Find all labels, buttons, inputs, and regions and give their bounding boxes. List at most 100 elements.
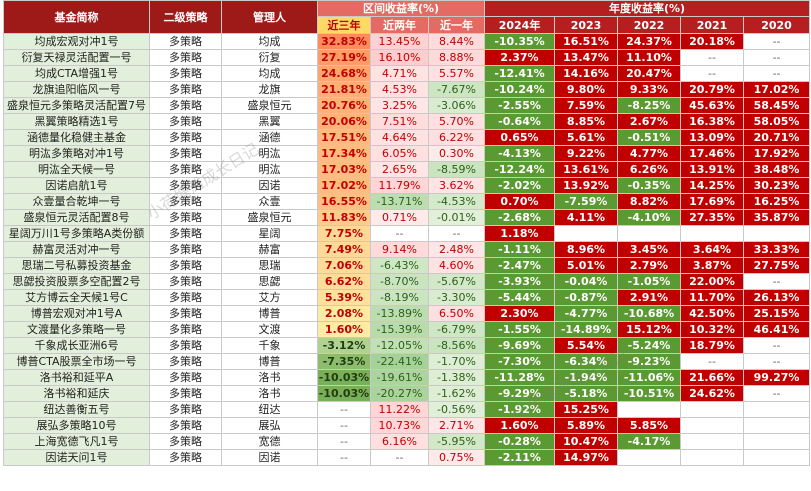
cell-name: 艾方博云全天候1号C — [3, 289, 150, 306]
cell-y23: 13.61% — [554, 161, 619, 178]
cell-r2: -22.41% — [370, 353, 429, 370]
cell-r1: -1.70% — [427, 353, 486, 370]
cell-manager: 纽达 — [221, 401, 318, 418]
cell-r2: 0.71% — [370, 209, 429, 226]
cell-y21 — [680, 417, 745, 434]
cell-y23: -14.89% — [554, 321, 619, 338]
header-fund-name: 基金简称 — [3, 0, 150, 34]
header-manager: 管理人 — [221, 0, 318, 34]
cell-y21: 27.35% — [680, 209, 745, 226]
cell-name: 思勰投资股票多空配置2号 — [3, 273, 150, 290]
cell-y24: -0.28% — [484, 433, 556, 450]
cell-r3: 20.06% — [317, 113, 371, 130]
cell-strategy: 多策略 — [149, 305, 222, 322]
table-row: 盛泉恒元灵活配置8号 多策略 盛泉恒元 11.83% 0.71% -0.01% -2.68%… — [3, 209, 811, 226]
cell-r1: 3.62% — [427, 177, 486, 194]
cell-manager: 洛书 — [221, 385, 318, 402]
cell-manager: 明汯 — [221, 145, 318, 162]
cell-r3: 1.60% — [317, 321, 371, 338]
cell-r2: 2.65% — [370, 161, 429, 178]
cell-y21: -- — [680, 65, 745, 82]
cell-y24: -2.68% — [484, 209, 556, 226]
cell-strategy: 多策略 — [149, 449, 222, 466]
cell-y23: 4.11% — [554, 209, 619, 226]
cell-name: 因诺天问1号 — [3, 449, 150, 466]
cell-y20 — [743, 433, 811, 450]
header-region-group: 区间收益率(%) — [316, 0, 486, 17]
cell-y23: -5.18% — [554, 385, 619, 402]
cell-y23: 8.85% — [554, 113, 619, 130]
cell-name: 纽达善衡五号 — [3, 401, 150, 418]
cell-manager: 盛泉恒元 — [221, 97, 318, 114]
table-row: 文渡量化多策略一号 多策略 文渡 1.60% -15.39% -6.79% -1.55% -1… — [3, 321, 811, 338]
table-row: 赫富灵活对冲一号 多策略 赫富 7.49% 9.14% 2.48% -1.11% 8.96% 3… — [3, 241, 811, 258]
cell-y24: -2.02% — [484, 177, 556, 194]
cell-r1: -7.67% — [427, 81, 486, 98]
cell-y22: 3.45% — [617, 241, 682, 258]
table-row: 艾方博云全天候1号C 多策略 艾方 5.39% -8.19% -3.30% -5.44% -0… — [3, 289, 811, 306]
cell-r2: 6.05% — [370, 145, 429, 162]
cell-r1: -6.79% — [427, 321, 486, 338]
cell-manager: 思勰 — [221, 273, 318, 290]
cell-y20: 26.13% — [743, 289, 811, 306]
cell-r2: -13.71% — [370, 193, 429, 210]
cell-y22: -0.35% — [617, 177, 682, 194]
cell-strategy: 多策略 — [149, 241, 222, 258]
table-row: 龙旗追阳临风一号 多策略 龙旗 21.81% 4.53% -7.67% -10.24% 9.8… — [3, 81, 811, 98]
cell-r2: 11.22% — [370, 401, 429, 418]
cell-name: 博普CTA股票全市场一号 — [3, 353, 150, 370]
cell-y20: 33.33% — [743, 241, 811, 258]
cell-y23: 14.97% — [554, 449, 619, 466]
cell-y24: -2.47% — [484, 257, 556, 274]
cell-y22: -5.24% — [617, 337, 682, 354]
cell-manager: 均成 — [221, 65, 318, 82]
cell-strategy: 多策略 — [149, 49, 222, 66]
cell-name: 因诺启航1号 — [3, 177, 150, 194]
cell-y20: 17.92% — [743, 145, 811, 162]
cell-name: 赫富灵活对冲一号 — [3, 241, 150, 258]
cell-y23: 5.89% — [554, 417, 619, 434]
cell-strategy: 多策略 — [149, 289, 222, 306]
cell-y23: 14.16% — [554, 65, 619, 82]
cell-y20: 30.23% — [743, 177, 811, 194]
cell-y23: -1.94% — [554, 369, 619, 386]
cell-manager: 宽德 — [221, 433, 318, 450]
cell-r1: -3.06% — [427, 97, 486, 114]
cell-r3: -3.12% — [317, 337, 371, 354]
cell-y21: -- — [680, 353, 745, 370]
cell-y20 — [743, 225, 811, 242]
cell-r3: -10.03% — [317, 369, 371, 386]
cell-name: 涵德量化稳健主基金 — [3, 129, 150, 146]
cell-r2: 9.14% — [370, 241, 429, 258]
cell-name: 博普宏观对冲1号A — [3, 305, 150, 322]
cell-y22: -4.10% — [617, 209, 682, 226]
cell-r3: 7.49% — [317, 241, 371, 258]
cell-r2: 7.51% — [370, 113, 429, 130]
cell-y21: 13.09% — [680, 129, 745, 146]
cell-y21: 11.70% — [680, 289, 745, 306]
cell-y20 — [743, 401, 811, 418]
table-body: 均成宏观对冲1号 多策略 均成 32.83% 13.45% 8.44% -10.35% 16.… — [3, 33, 811, 466]
cell-y20: -- — [743, 353, 811, 370]
table-row: 涵德量化稳健主基金 多策略 涵德 17.51% 4.64% 6.22% 0.65% 5.61%… — [3, 129, 811, 146]
cell-strategy: 多策略 — [149, 33, 222, 50]
cell-y24: -12.24% — [484, 161, 556, 178]
cell-r2: -19.61% — [370, 369, 429, 386]
table-row: 洛书裕和延庆 多策略 洛书 -10.03% -20.27% -1.62% -9.29% -5.… — [3, 385, 811, 402]
cell-y22: 2.67% — [617, 113, 682, 130]
cell-r2: -8.70% — [370, 273, 429, 290]
cell-y23: -4.77% — [554, 305, 619, 322]
cell-y24: -12.41% — [484, 65, 556, 82]
cell-strategy: 多策略 — [149, 369, 222, 386]
cell-y22: -10.68% — [617, 305, 682, 322]
cell-manager: 艾方 — [221, 289, 318, 306]
cell-name: 上海宽德飞凡1号 — [3, 433, 150, 450]
header-year-group: 年度收益率(%) — [484, 0, 811, 17]
cell-r2: 3.25% — [370, 97, 429, 114]
cell-r3: -- — [317, 449, 371, 466]
cell-r2: -13.89% — [370, 305, 429, 322]
cell-name: 明汯全天候一号 — [3, 161, 150, 178]
cell-name: 展弘多策略10号 — [3, 417, 150, 434]
cell-manager: 博普 — [221, 305, 318, 322]
cell-strategy: 多策略 — [149, 257, 222, 274]
